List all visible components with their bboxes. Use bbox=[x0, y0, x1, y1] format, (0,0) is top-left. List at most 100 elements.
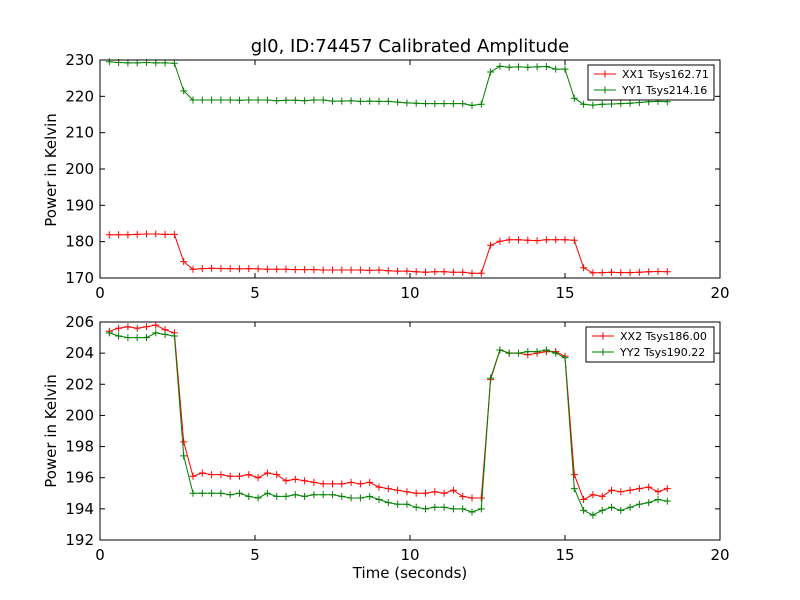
data-point bbox=[635, 485, 643, 493]
x-tick-label: 5 bbox=[250, 284, 260, 302]
data-point bbox=[515, 236, 522, 244]
data-point bbox=[468, 494, 476, 502]
data-point bbox=[180, 87, 188, 95]
data-point bbox=[254, 494, 262, 502]
data-point bbox=[608, 100, 615, 108]
x-tick-label: 10 bbox=[400, 546, 419, 564]
data-point bbox=[245, 96, 253, 104]
data-point bbox=[645, 499, 653, 507]
data-point bbox=[254, 265, 262, 273]
y-axis-label: Power in Kelvin bbox=[42, 374, 60, 488]
x-tick-label: 0 bbox=[95, 546, 105, 564]
data-point bbox=[217, 96, 225, 104]
x-axis-label: Time (seconds) bbox=[352, 564, 468, 582]
data-point bbox=[515, 349, 522, 357]
y-tick-label: 230 bbox=[65, 51, 94, 69]
data-point bbox=[635, 268, 643, 276]
data-point bbox=[208, 471, 216, 479]
x-tick-label: 20 bbox=[710, 546, 729, 564]
data-point bbox=[366, 266, 374, 274]
data-point bbox=[208, 489, 216, 497]
data-point bbox=[319, 480, 327, 488]
data-point bbox=[654, 488, 662, 496]
data-point bbox=[394, 500, 402, 508]
data-point bbox=[654, 268, 662, 275]
data-point bbox=[189, 489, 197, 497]
data-point bbox=[431, 503, 439, 511]
data-point bbox=[273, 97, 281, 105]
data-point bbox=[487, 374, 495, 382]
data-point bbox=[310, 491, 318, 499]
data-point bbox=[663, 497, 671, 505]
data-point bbox=[282, 477, 290, 485]
data-point bbox=[589, 491, 597, 499]
y-tick-label: 220 bbox=[65, 87, 94, 105]
data-point bbox=[449, 100, 457, 108]
data-point bbox=[226, 491, 234, 499]
plot-area bbox=[105, 321, 671, 519]
data-point bbox=[254, 474, 262, 482]
legend-marker-xx2 bbox=[599, 332, 607, 340]
y-axis-label: Power in Kelvin bbox=[42, 113, 60, 227]
data-point bbox=[561, 236, 569, 244]
y-tick-label: 200 bbox=[65, 406, 94, 424]
data-point bbox=[263, 265, 271, 273]
data-point bbox=[105, 231, 113, 239]
data-point bbox=[291, 96, 299, 104]
data-point bbox=[170, 332, 178, 340]
data-point bbox=[524, 63, 532, 71]
data-point bbox=[152, 59, 160, 67]
legend-label-yy2: YY2 Tsys190.22 bbox=[619, 346, 705, 359]
data-point bbox=[617, 100, 625, 108]
data-point bbox=[505, 349, 513, 357]
data-point bbox=[105, 329, 113, 337]
x-tick-label: 15 bbox=[555, 546, 574, 564]
y-tick-label: 206 bbox=[65, 313, 94, 331]
data-point bbox=[468, 508, 476, 516]
data-point bbox=[198, 469, 206, 477]
data-point bbox=[301, 477, 309, 485]
data-point bbox=[133, 334, 141, 342]
data-point bbox=[533, 63, 541, 71]
data-point bbox=[524, 348, 532, 356]
data-point bbox=[208, 96, 216, 104]
data-point bbox=[654, 496, 662, 503]
data-point bbox=[161, 331, 169, 338]
data-point bbox=[617, 269, 625, 277]
data-point bbox=[356, 494, 364, 502]
data-point bbox=[217, 489, 225, 497]
data-point bbox=[468, 269, 476, 277]
data-point bbox=[477, 494, 485, 502]
x-tick-label: 15 bbox=[555, 284, 574, 302]
data-point bbox=[180, 438, 188, 446]
data-point bbox=[384, 97, 392, 105]
y-tick-label: 200 bbox=[65, 160, 94, 178]
data-point bbox=[245, 471, 253, 479]
legend-marker-yy1 bbox=[601, 86, 609, 94]
data-point bbox=[403, 500, 411, 508]
data-point bbox=[366, 97, 374, 105]
data-point bbox=[645, 483, 653, 491]
data-point bbox=[310, 96, 318, 104]
data-point bbox=[524, 236, 532, 244]
data-point bbox=[580, 496, 588, 503]
data-point bbox=[449, 486, 457, 494]
legend-label-xx2: XX2 Tsys186.00 bbox=[620, 330, 707, 343]
data-point bbox=[468, 101, 476, 109]
data-point bbox=[189, 472, 197, 480]
data-point bbox=[552, 65, 560, 73]
data-point bbox=[477, 100, 485, 108]
data-point bbox=[115, 324, 123, 332]
y-tick-label: 192 bbox=[65, 531, 94, 549]
data-point bbox=[598, 492, 606, 500]
data-point bbox=[440, 489, 448, 497]
data-point bbox=[161, 230, 169, 238]
data-point bbox=[263, 469, 271, 477]
data-point bbox=[589, 269, 597, 277]
data-point bbox=[394, 486, 402, 494]
data-point bbox=[598, 506, 606, 514]
data-point bbox=[105, 58, 113, 66]
data-point bbox=[347, 494, 355, 502]
data-point bbox=[152, 321, 160, 329]
